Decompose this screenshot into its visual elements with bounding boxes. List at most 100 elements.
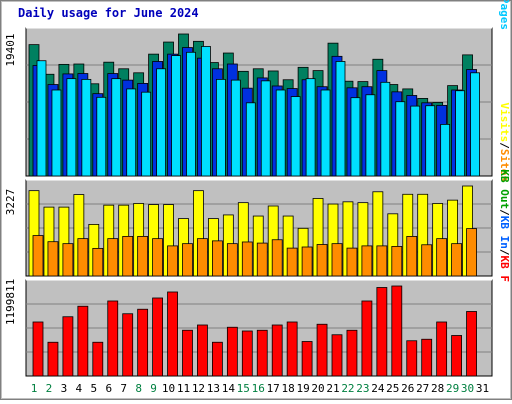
x-tick-label-5: 5 — [90, 382, 97, 395]
x-tick-label-22: 22 — [341, 382, 354, 395]
bar-pages-day-17 — [275, 89, 286, 177]
x-tick-label-29: 29 — [446, 382, 459, 395]
legend-separator: / — [498, 209, 511, 216]
bar-pages-day-8 — [141, 91, 152, 177]
bar-kb-f-day-6 — [107, 300, 119, 377]
bar-sites-day-14 — [226, 243, 238, 277]
bar-sites-day-5 — [92, 247, 104, 277]
bar-kb-f-day-13 — [211, 341, 223, 377]
bar-kb-f-day-21 — [331, 334, 343, 377]
bar-sites-day-11 — [182, 243, 193, 277]
bar-sites-day-12 — [197, 238, 208, 277]
bar-kb-f-day-5 — [92, 341, 104, 377]
x-tick-label-19: 19 — [296, 382, 309, 395]
x-tick-label-12: 12 — [192, 382, 205, 395]
bar-pages-day-19 — [305, 78, 316, 177]
bar-sites-day-30 — [466, 228, 477, 277]
bar-sites-day-28 — [436, 238, 448, 277]
legend-item-kb-in: KB In — [498, 216, 511, 249]
bar-kb-f-day-26 — [406, 340, 418, 377]
x-tick-label-4: 4 — [76, 382, 83, 395]
legend-item-visits: Visits — [498, 103, 511, 143]
bar-kb-f-day-20 — [316, 323, 328, 377]
bar-pages-day-13 — [215, 78, 226, 177]
x-tick-label-15: 15 — [237, 382, 250, 395]
bar-kb-f-day-25 — [391, 285, 403, 377]
bar-kb-f-day-3 — [62, 316, 74, 377]
bar-kb-f-day-2 — [47, 341, 59, 377]
x-tick-label-10: 10 — [162, 382, 175, 395]
x-tick-label-30: 30 — [461, 382, 474, 395]
x-tick-label-2: 2 — [46, 382, 53, 395]
bar-kb-f-day-29 — [451, 335, 463, 377]
bar-sites-day-1 — [32, 235, 44, 277]
bar-pages-day-4 — [81, 78, 92, 177]
legend-2: Visits/Sites — [498, 103, 511, 183]
bar-pages-day-3 — [66, 78, 77, 177]
bar-pages-day-16 — [260, 80, 271, 177]
chart-title: Daily usage for June 2024 — [18, 6, 199, 20]
bar-sites-day-25 — [391, 246, 403, 277]
bar-kb-f-day-23 — [361, 300, 373, 377]
bar-pages-day-18 — [290, 96, 301, 177]
x-tick-label-28: 28 — [431, 382, 444, 395]
x-tick-label-25: 25 — [386, 382, 399, 395]
bar-sites-day-26 — [406, 235, 418, 277]
bar-kb-f-day-7 — [122, 313, 134, 377]
legend-item-pages: Pages — [498, 0, 511, 30]
bar-sites-day-7 — [122, 235, 134, 277]
x-tick-label-9: 9 — [150, 382, 157, 395]
x-tick-label-1: 1 — [31, 382, 38, 395]
bar-kb-f-day-8 — [137, 308, 149, 377]
bar-sites-day-3 — [62, 243, 74, 277]
y-tick-label-2: 3227 — [4, 189, 17, 216]
bar-sites-day-9 — [152, 238, 164, 277]
bar-pages-day-6 — [111, 78, 122, 177]
x-tick-label-13: 13 — [207, 382, 220, 395]
legend-separator: / — [498, 142, 511, 149]
bar-kb-f-day-17 — [271, 324, 283, 377]
bar-sites-day-27 — [421, 244, 433, 277]
bar-sites-day-8 — [137, 235, 149, 277]
bar-kb-f-day-15 — [241, 330, 253, 377]
x-tick-label-8: 8 — [135, 382, 142, 395]
bar-pages-day-7 — [126, 88, 137, 177]
bar-kb-f-day-27 — [421, 338, 433, 377]
bar-kb-f-day-11 — [182, 329, 193, 377]
x-tick-label-6: 6 — [105, 382, 112, 395]
bar-sites-day-4 — [77, 238, 89, 277]
x-tick-label-16: 16 — [252, 382, 265, 395]
bar-pages-day-15 — [245, 102, 256, 177]
bar-sites-day-2 — [47, 241, 59, 277]
bar-kb-f-day-14 — [226, 326, 238, 377]
bar-pages-day-27 — [425, 105, 436, 177]
bar-pages-day-12 — [201, 46, 211, 177]
x-tick-label-26: 26 — [401, 382, 414, 395]
x-tick-label-11: 11 — [177, 382, 190, 395]
bar-pages-day-29 — [455, 90, 466, 177]
bar-kb-f-day-4 — [77, 305, 89, 377]
legend-3: KB Out/KB In/KB F — [498, 169, 511, 282]
bar-pages-day-28 — [440, 123, 451, 177]
bar-sites-day-22 — [346, 247, 358, 277]
bar-pages-day-20 — [320, 89, 331, 177]
bar-kb-f-day-12 — [197, 324, 208, 377]
bar-kb-f-day-9 — [152, 297, 164, 377]
bar-sites-day-29 — [451, 243, 463, 277]
bar-pages-day-2 — [51, 89, 62, 177]
bar-pages-day-1 — [36, 60, 47, 177]
legend-item-kb-f: KB F — [498, 256, 511, 283]
bar-sites-day-17 — [271, 239, 283, 277]
bar-sites-day-21 — [331, 243, 343, 277]
x-tick-label-24: 24 — [371, 382, 385, 395]
bar-kb-f-day-18 — [286, 321, 298, 377]
x-tick-label-17: 17 — [267, 382, 280, 395]
bar-sites-day-15 — [241, 241, 253, 277]
bar-kb-f-day-28 — [436, 321, 448, 377]
bar-pages-day-30 — [470, 72, 480, 177]
bar-sites-day-20 — [316, 244, 328, 277]
bar-kb-f-day-1 — [32, 321, 44, 377]
bar-pages-day-9 — [156, 68, 167, 177]
